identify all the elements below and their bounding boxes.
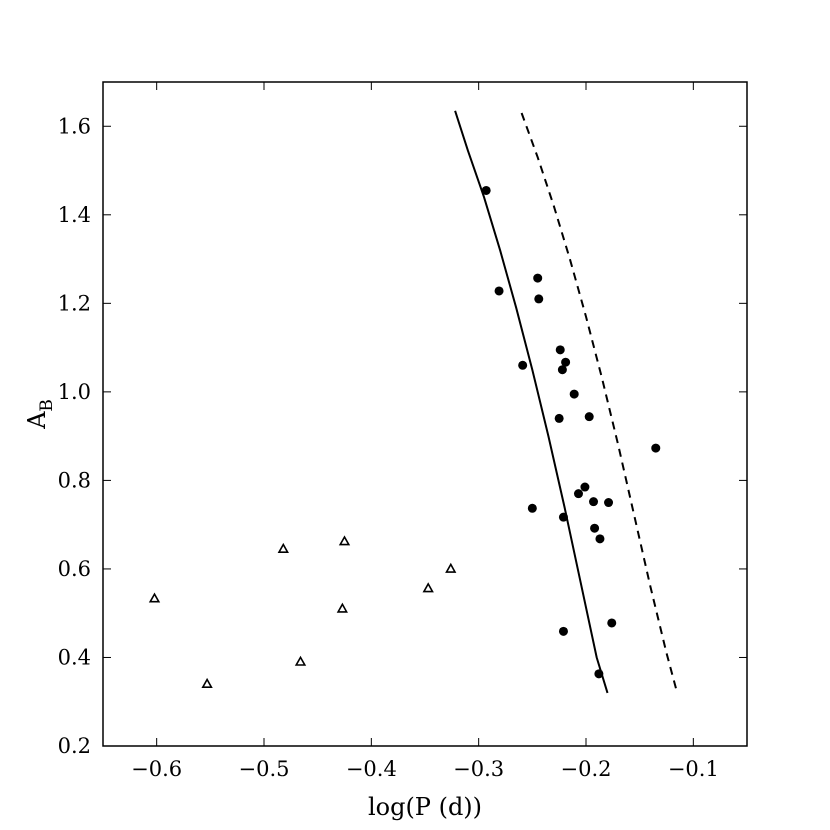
y-axis-label-subscript: B — [37, 399, 57, 412]
data-point-triangle — [338, 535, 351, 546]
data-point-circle — [607, 618, 617, 628]
data-point-circle — [590, 523, 600, 533]
plot-layer — [148, 110, 679, 694]
y-tick-label: 1.6 — [58, 114, 91, 138]
data-point-circle — [534, 294, 544, 304]
y-tick-label: 0.2 — [58, 734, 91, 758]
data-point-circle — [595, 534, 605, 544]
data-point-circle — [604, 498, 614, 508]
y-tick-label: 0.6 — [58, 557, 91, 581]
dashed-curve — [520, 112, 679, 694]
x-tick-label: −0.6 — [131, 757, 182, 781]
data-point-circle — [561, 357, 571, 367]
y-tick-label: 1.4 — [58, 203, 91, 227]
y-tick-label: 1.2 — [58, 291, 91, 315]
data-point-triangle — [336, 602, 348, 613]
data-point-circle — [527, 503, 537, 513]
solid-curve — [454, 110, 609, 694]
x-tick-label: −0.1 — [668, 757, 719, 781]
data-point-triangle — [148, 592, 161, 603]
data-point-circle — [481, 185, 491, 195]
data-point-triangle — [422, 582, 434, 593]
data-point-triangle — [277, 542, 289, 554]
x-tick-label: −0.4 — [346, 757, 397, 781]
data-point-circle — [558, 626, 568, 636]
data-point-circle — [651, 443, 661, 453]
y-tick-label: 0.4 — [58, 645, 91, 669]
y-axis-label: AB — [23, 399, 57, 430]
data-point-circle — [589, 497, 599, 507]
data-point-circle — [569, 389, 579, 399]
data-point-circle — [557, 365, 567, 375]
plot-frame — [102, 81, 748, 747]
data-point-circle — [555, 345, 565, 355]
y-tick-label: 0.8 — [58, 468, 91, 492]
data-point-circle — [554, 413, 564, 423]
data-point-triangle — [201, 677, 213, 689]
data-point-triangle — [294, 655, 307, 666]
data-point-circle — [580, 482, 590, 492]
tick-layer: −0.6 −0.5 −0.4 −0.3 −0.2 −0.1 0.2 0.4 0.6 0.8 1.0 1… — [58, 82, 747, 781]
data-point-circle — [518, 360, 528, 370]
data-point-circle — [533, 273, 543, 283]
x-tick-label: −0.5 — [239, 757, 290, 781]
y-axis-label-group: AB — [23, 399, 57, 430]
y-axis-label-main: A — [23, 411, 51, 430]
data-point-triangle — [445, 562, 457, 573]
data-point-circle — [584, 412, 594, 422]
x-tick-label: −0.3 — [453, 757, 504, 781]
x-axis-label: log(P (d)) — [368, 793, 482, 821]
x-tick-label: −0.2 — [561, 757, 612, 781]
data-point-circle — [573, 489, 583, 499]
data-point-circle — [494, 286, 504, 296]
y-tick-label: 1.0 — [58, 380, 91, 404]
